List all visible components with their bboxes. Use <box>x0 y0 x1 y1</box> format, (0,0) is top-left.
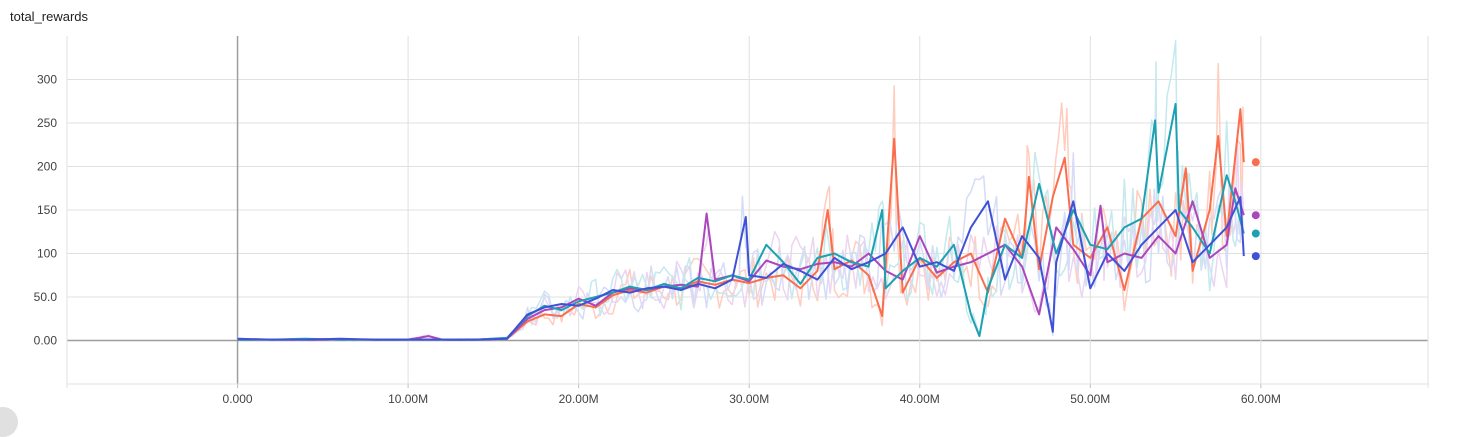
series-end-marker <box>1251 252 1260 261</box>
x-tick-label: 60.00M <box>1241 392 1281 406</box>
y-tick-label: 150 <box>37 203 57 217</box>
series-end-markers <box>1251 158 1260 261</box>
chart-title: total_rewards <box>10 9 89 24</box>
x-tick-label: 50.00M <box>1070 392 1110 406</box>
x-tick-label: 20.00M <box>559 392 599 406</box>
tick-labels: 0.00 50.0 100 150 200 250 300 0.000 10.00M 20.00M… <box>34 73 1281 407</box>
series-end-marker <box>1251 158 1260 167</box>
series-line <box>237 196 1245 341</box>
y-tick-label: 0.00 <box>34 334 58 348</box>
raw-series-line <box>237 62 1245 341</box>
series-line <box>237 108 1245 341</box>
y-tick-label: 200 <box>37 160 57 174</box>
series-end-marker <box>1251 229 1260 238</box>
series-line <box>237 187 1245 341</box>
y-tick-label: 300 <box>37 73 57 87</box>
x-tick-label: 40.00M <box>900 392 940 406</box>
x-tick-label: 0.000 <box>223 392 253 406</box>
x-tick-label: 10.00M <box>388 392 428 406</box>
y-tick-label: 50.0 <box>34 290 58 304</box>
raw-series-line <box>237 40 1245 342</box>
axes <box>66 36 1429 388</box>
y-tick-label: 100 <box>37 247 57 261</box>
raw-series-line <box>237 152 1245 341</box>
reward-chart: 0.00 50.0 100 150 200 250 300 0.000 10.00M 20.00M… <box>34 36 1429 407</box>
y-tick-label: 250 <box>37 116 57 130</box>
x-tick-label: 30.00M <box>729 392 769 406</box>
smoothed-series-lines <box>237 102 1245 341</box>
series-end-marker <box>1251 211 1260 220</box>
raw-series-lines <box>237 40 1245 342</box>
